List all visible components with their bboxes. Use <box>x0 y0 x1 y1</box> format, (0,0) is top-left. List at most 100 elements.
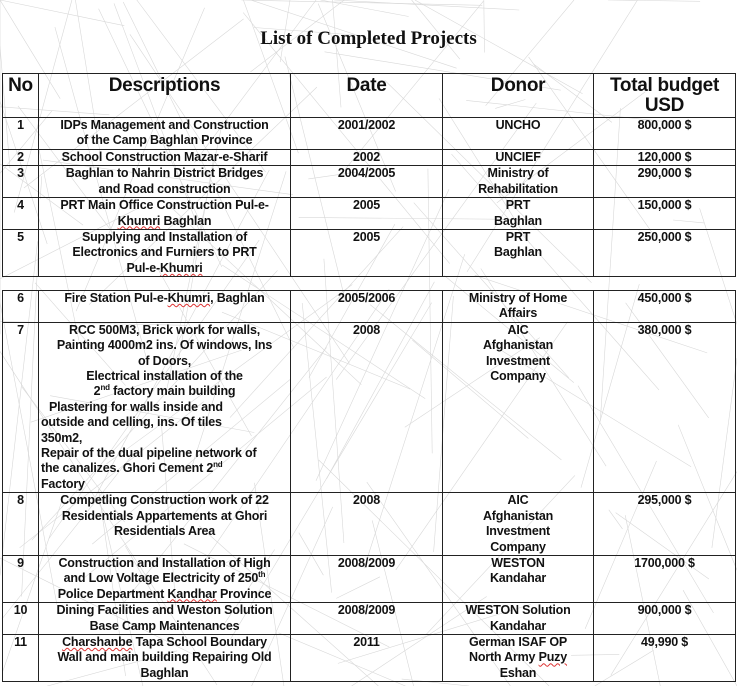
donor-line: German ISAF OP <box>469 634 567 649</box>
cell-description: PRT Main Office Construction Pul-e- Khumr… <box>38 197 291 231</box>
table-row: 9 Construction and Installation of High an… <box>2 554 736 604</box>
table-row: 11 Charshanbe Tapa School Boundary Wall an… <box>2 633 736 683</box>
description-line: 2nd factory main building <box>93 383 236 399</box>
cell-budget: 295,000 $ <box>593 492 736 556</box>
description-line: of Doors, <box>137 353 192 368</box>
cell-donor: WESTON Solution Kandahar <box>442 602 594 635</box>
cell-description: Baghlan to Nahrin District Bridges and Ro… <box>38 165 291 199</box>
cell-description: Competling Construction work of 22 Reside… <box>38 492 291 556</box>
table-row: 4 PRT Main Office Construction Pul-e- Khum… <box>2 197 736 231</box>
cell-description: Dining Facilities and Weston Solution Bas… <box>38 602 291 635</box>
table-row: 6 Fire Station Pul-e-Khumri, Baghlan 2005/… <box>2 290 736 323</box>
donor-line: Affairs <box>498 306 538 321</box>
donor-line: Baghlan <box>494 245 542 260</box>
donor-line: Baghlan <box>494 213 542 228</box>
table-row: 7 RCC 500M3, Brick work for walls, Paintin… <box>2 321 736 494</box>
description-line: Baghlan to Nahrin District Bridges <box>65 166 264 181</box>
cell-donor: AIC Afghanistan Investment Company <box>442 492 594 556</box>
donor-line: Investment <box>486 524 550 539</box>
description-line: Khumri Baghlan <box>117 213 212 228</box>
description-line: Charshanbe Tapa School Boundary <box>62 634 267 649</box>
cell-date: 2005 <box>290 197 443 231</box>
description-line: of the Camp Baghlan Province <box>76 133 253 148</box>
cell-budget: 1700,000 $ <box>593 554 736 604</box>
cell-budget: 120,000 $ <box>593 148 736 167</box>
header-descriptions: Descriptions <box>38 73 291 118</box>
cell-no: 10 <box>2 602 39 635</box>
description-line: Repair of the dual pipeline network of <box>41 446 257 461</box>
description-line: School Construction Mazar-e-Sharif <box>61 150 268 164</box>
table-row: 3 Baghlan to Nahrin District Bridges and R… <box>2 165 736 199</box>
cell-no: 4 <box>2 197 39 231</box>
donor-line: AIC <box>507 322 529 337</box>
donor-line: North Army Puzy <box>469 650 567 665</box>
projects-table-1: No Descriptions Date Donor Total budget … <box>2 73 736 278</box>
cell-budget: 150,000 $ <box>593 197 736 231</box>
description-line: Dining Facilities and Weston Solution <box>56 603 273 618</box>
cell-donor: WESTON Kandahar <box>442 554 594 604</box>
cell-description: IDPs Management and Construction of the C… <box>38 117 291 150</box>
cell-date: 2005/2006 <box>290 290 443 323</box>
description-line: Construction and Installation of High <box>58 555 271 570</box>
cell-donor: UNCIEF <box>442 148 594 167</box>
cell-donor: German ISAF OP North Army Puzy Eshan <box>442 633 594 683</box>
cell-date: 2008 <box>290 492 443 556</box>
donor-line: PRT <box>505 198 531 213</box>
cell-date: 2004/2005 <box>290 165 443 199</box>
cell-donor: Ministry of Home Affairs <box>442 290 594 323</box>
description-line: PRT Main Office Construction Pul-e- <box>60 198 269 213</box>
donor-line: Afghanistan <box>482 338 554 353</box>
cell-budget: 49,990 $ <box>593 633 736 683</box>
description-line: Painting 4000m2 ins. Of windows, Ins <box>56 338 273 353</box>
description-line: Residentials Area <box>113 524 216 539</box>
description-line: and Road construction <box>98 181 231 196</box>
cell-no: 7 <box>2 321 39 494</box>
cell-date: 2011 <box>290 633 443 683</box>
cell-date: 2008/2009 <box>290 602 443 635</box>
cell-description: Fire Station Pul-e-Khumri, Baghlan <box>38 290 291 323</box>
description-line: Fire Station Pul-e-Khumri, Baghlan <box>64 291 265 305</box>
description-line: Pul-e-Khumri <box>126 260 203 275</box>
description-line: IDPs Management and Construction <box>60 118 269 133</box>
donor-line: Rehabilitation <box>478 181 558 196</box>
cell-donor: AIC Afghanistan Investment Company <box>442 321 594 494</box>
donor-line: WESTON <box>491 555 545 570</box>
cell-donor: PRT Baghlan <box>442 197 594 231</box>
donor-line: AIC <box>507 493 529 508</box>
donor-line: Ministry of <box>487 166 549 181</box>
cell-date: 2008 <box>290 321 443 494</box>
donor-line: Company <box>490 539 546 554</box>
header-total-budget: Total budget USD <box>593 73 736 118</box>
description-line: and Low Voltage Electricity of 250th <box>63 570 266 586</box>
cell-budget: 450,000 $ <box>593 290 736 323</box>
donor-line: Investment <box>486 353 550 368</box>
description-line: Baghlan <box>140 665 189 680</box>
cell-date: 2002 <box>290 148 443 167</box>
donor-line: Eshan <box>499 665 537 680</box>
description-line: Police Department Kandhar Province <box>57 586 272 601</box>
table-row: 2 School Construction Mazar-e-Sharif 2002 U… <box>2 148 736 167</box>
page-title: List of Completed Projects <box>260 28 477 49</box>
donor-line: Kandahar <box>489 618 547 633</box>
table-row: 10 Dining Facilities and Weston Solution B… <box>2 602 736 635</box>
table-row: 5 Supplying and Installation of Electronic… <box>2 229 736 278</box>
cell-description: Construction and Installation of High and… <box>38 554 291 604</box>
description-line: Base Camp Maintenances <box>89 618 240 633</box>
cell-budget: 380,000 $ <box>593 321 736 494</box>
description-line: Residentials Appartements at Ghori <box>61 508 268 523</box>
description-line: Electrical installation of the <box>86 369 243 384</box>
cell-no: 11 <box>2 633 39 683</box>
cell-no: 8 <box>2 492 39 556</box>
cell-budget: 250,000 $ <box>593 229 736 278</box>
donor-line: PRT <box>505 230 531 245</box>
cell-no: 1 <box>2 117 39 150</box>
donor-line: Company <box>490 369 546 384</box>
cell-description: RCC 500M3, Brick work for walls, Painting… <box>38 321 291 494</box>
cell-date: 2008/2009 <box>290 554 443 604</box>
cell-donor: UNCHO <box>442 117 594 150</box>
description-line: Plastering for walls inside and <box>49 399 223 414</box>
description-line: outside and celling, ins. Of tiles <box>41 415 222 430</box>
description-line: 350m2, <box>41 430 83 445</box>
cell-budget: 900,000 $ <box>593 602 736 635</box>
cell-no: 9 <box>2 554 39 604</box>
